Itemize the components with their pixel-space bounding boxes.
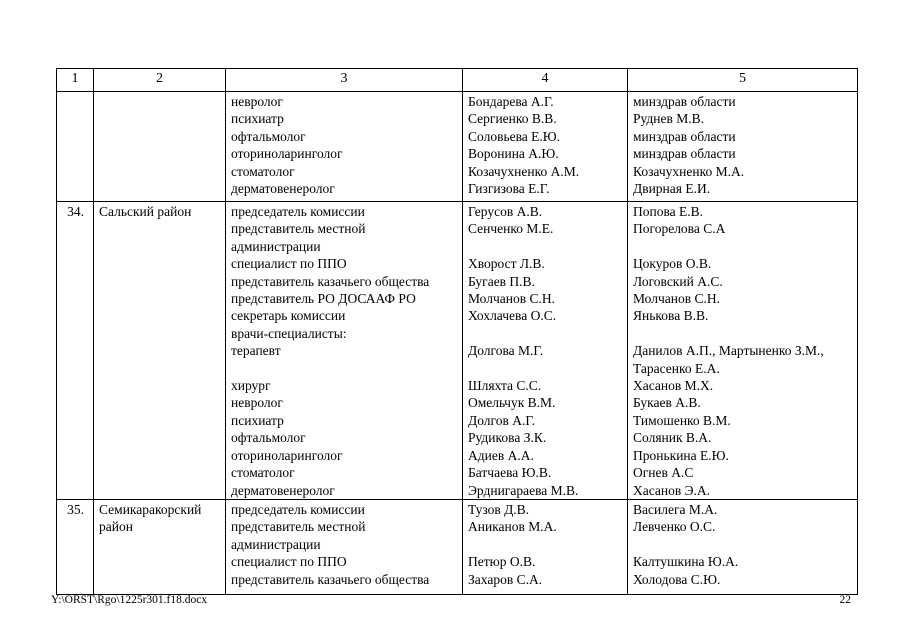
cell-roles: председатель комиссии представитель мест… bbox=[225, 498, 463, 595]
column-header-1: 1 bbox=[56, 68, 94, 92]
column-header-4: 4 bbox=[462, 68, 628, 92]
cell-district: Семикаракорский район bbox=[93, 498, 226, 595]
cell-row-number: 35. bbox=[56, 498, 94, 595]
page-number: 22 bbox=[839, 594, 852, 606]
cell-district: Сальский район bbox=[93, 201, 226, 500]
cell-members: Герусов А.В. Сенченко М.Е. Хворост Л.В. … bbox=[462, 201, 628, 500]
table-row: 35. Семикаракорский район председатель к… bbox=[56, 498, 858, 595]
table-row: невролог психиатр офтальмолог оторинолар… bbox=[56, 91, 858, 202]
page-footer: Y:\ORST\Rgo\1225r301.f18.docx 22 bbox=[51, 593, 857, 607]
cell-roles: председатель комиссии представитель мест… bbox=[225, 201, 463, 500]
cell-district bbox=[93, 91, 226, 202]
cell-approvers: минздрав области Руднев М.В. минздрав об… bbox=[627, 91, 858, 202]
cell-row-number: 34. bbox=[56, 201, 94, 500]
column-header-5: 5 bbox=[627, 68, 858, 92]
footer-file-path: Y:\ORST\Rgo\1225r301.f18.docx bbox=[51, 594, 208, 606]
table-row: 34. Сальский район председатель комиссии… bbox=[56, 201, 858, 500]
table-header-row: 1 2 3 4 5 bbox=[56, 68, 858, 92]
cell-approvers: Василега М.А. Левченко О.С. Калтушкина Ю… bbox=[627, 498, 858, 595]
commission-table: 1 2 3 4 5 невролог психиатр офтальмолог … bbox=[56, 68, 858, 595]
cell-members: Тузов Д.В. Аниканов М.А. Петюр О.В. Заха… bbox=[462, 498, 628, 595]
column-header-2: 2 bbox=[93, 68, 226, 92]
column-header-3: 3 bbox=[225, 68, 463, 92]
cell-row-number bbox=[56, 91, 94, 202]
cell-members: Бондарева А.Г. Сергиенко В.В. Соловьева … bbox=[462, 91, 628, 202]
cell-roles: невролог психиатр офтальмолог оторинолар… bbox=[225, 91, 463, 202]
cell-approvers: Попова Е.В. Погорелова С.А Цокуров О.В. … bbox=[627, 201, 858, 500]
